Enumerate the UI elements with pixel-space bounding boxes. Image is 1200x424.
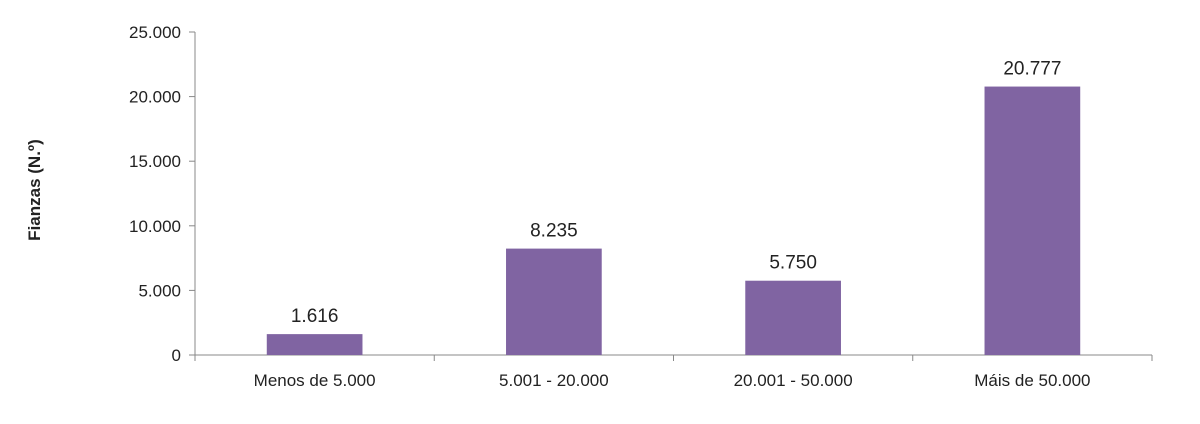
bar [266,334,363,355]
y-axis-title: Fianzas (N.º) [25,139,44,241]
x-tick-label: Máis de 50.000 [974,371,1090,390]
bar [506,248,602,355]
x-axis: Menos de 5.000 5.001 - 20.000 20.001 - 50.… [194,354,1153,390]
data-labels-group: 1.616 8.235 5.750 20.777 [291,59,1062,328]
y-tick-label: 10.000 [129,217,181,236]
data-label: 1.616 [291,306,339,327]
x-tick-label: 5.001 - 20.000 [499,371,609,390]
y-tick-label: 20.000 [129,88,181,107]
y-tick-label: 25.000 [129,23,181,42]
bar [745,280,841,355]
y-tick-label: 5.000 [138,281,181,300]
x-tick-label: Menos de 5.000 [254,371,376,390]
x-tick-label: 20.001 - 50.000 [734,371,853,390]
y-tick-label: 15.000 [129,152,181,171]
data-label: 8.235 [530,221,578,242]
y-tick-label: 0 [172,346,181,365]
data-label: 5.750 [769,253,817,274]
bars-group [266,86,1081,355]
y-axis: 0 5.000 10.000 15.000 20.000 25.000 [129,23,196,365]
bar [984,86,1081,355]
data-label: 20.777 [1003,59,1061,80]
